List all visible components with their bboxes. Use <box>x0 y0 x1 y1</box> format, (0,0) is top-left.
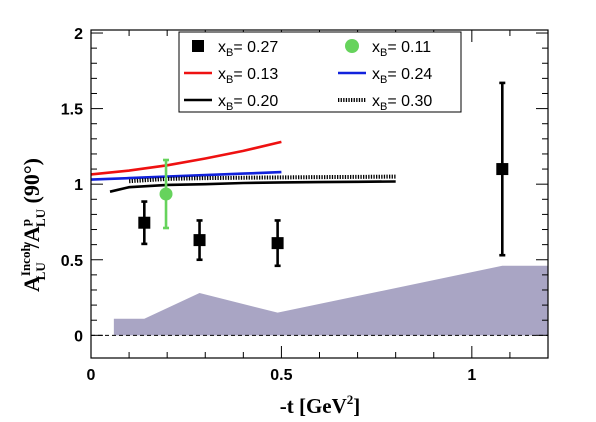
legend-label-value: = 0.20 <box>233 93 278 110</box>
legend-symbol-xb011 <box>345 39 359 53</box>
legend-label-prefix: x <box>372 39 380 56</box>
x-axis-title-sup: 2 <box>347 392 354 407</box>
legend-label-xb020: xB= 0.20 <box>218 93 278 113</box>
x-axis-title-base: -t [GeV <box>280 394 347 418</box>
legend-label-prefix: x <box>218 93 226 110</box>
y-tick-label: 0.5 <box>61 253 83 270</box>
legend-label-prefix: x <box>218 66 226 83</box>
legend-symbol-xb027 <box>192 40 204 52</box>
legend-label-sub: B <box>380 47 387 59</box>
curve-xb020 <box>109 180 396 193</box>
x-axis-title-tail: ] <box>353 394 360 418</box>
y-tick-label: 0 <box>74 328 83 345</box>
legend-label-value: = 0.24 <box>387 66 432 83</box>
data-point-xb027-3 <box>496 163 509 176</box>
curve-xb030 <box>128 174 396 184</box>
legend-label-xb011: xB= 0.11 <box>372 39 431 59</box>
data-point-xb011-4 <box>159 187 173 201</box>
y-axis-title: AIncohLU/ApLU (90°) <box>18 158 48 292</box>
systematic-band-layer <box>113 265 548 336</box>
x-axis-title: -t [GeV2] <box>280 392 361 418</box>
y-axis-title-tail: (90°) <box>19 158 44 209</box>
legend-label-value: = 0.13 <box>233 66 278 83</box>
legend-label-prefix: x <box>372 93 380 110</box>
legend-label-prefix: x <box>218 39 226 56</box>
y-axis-title-mid: /A <box>19 226 44 249</box>
legend-label-sub: B <box>226 74 233 86</box>
y-axis-title-sub1: LU <box>33 262 48 281</box>
tick-layer: 0 0.5 1 0 0.5 1 1.5 2 <box>61 26 549 384</box>
y-axis-title-a: A <box>19 276 44 292</box>
legend-label-xb030: xB= 0.30 <box>372 93 432 113</box>
data-point-xb027-1 <box>193 234 206 247</box>
legend-label-value: = 0.11 <box>387 39 431 56</box>
legend-box <box>178 31 462 113</box>
data-point-layer <box>138 81 509 268</box>
systematic-band <box>113 265 548 336</box>
x-tick-label: 0 <box>87 367 96 384</box>
x-tick-label: 0.5 <box>270 367 292 384</box>
y-tick-label: 1.5 <box>61 102 83 119</box>
legend-label-sub: B <box>226 101 233 113</box>
curve-xb013 <box>90 140 282 176</box>
x-tick-label: 1 <box>467 367 476 384</box>
curve-xb024 <box>90 170 282 181</box>
y-axis-title-sub2: LU <box>33 208 48 227</box>
y-axis-title-sup1: Incoh <box>18 244 33 277</box>
legend-label-xb013: xB= 0.13 <box>218 66 278 86</box>
curve-layer <box>90 140 396 193</box>
legend-label-sub: B <box>380 101 387 113</box>
legend-label-xb027: xB= 0.27 <box>218 39 278 59</box>
legend-label-xb024: xB= 0.24 <box>372 66 432 86</box>
data-point-xb027-0 <box>138 216 151 229</box>
legend-label-sub: B <box>226 47 233 59</box>
legend-label-prefix: x <box>372 66 380 83</box>
legend-label-value: = 0.30 <box>387 93 432 110</box>
y-tick-label: 2 <box>74 26 83 43</box>
data-point-xb027-2 <box>271 237 284 250</box>
y-axis-title-sup2: p <box>18 219 33 226</box>
y-tick-label: 1 <box>74 177 83 194</box>
legend-label-sub: B <box>380 74 387 86</box>
legend-label-value: = 0.27 <box>233 39 278 56</box>
